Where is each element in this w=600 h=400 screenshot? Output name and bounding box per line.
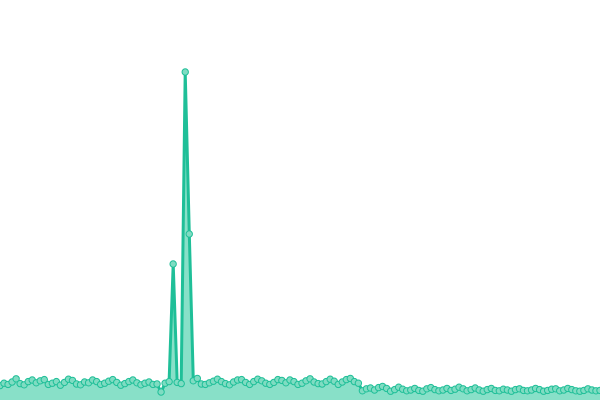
- data-point-47: [185, 230, 193, 238]
- data-point-43: [169, 260, 177, 268]
- data-points: [0, 68, 600, 396]
- data-point-49: [193, 374, 202, 383]
- area-fill: [0, 72, 600, 400]
- data-point-40: [157, 388, 165, 396]
- data-point-89: [354, 379, 363, 387]
- data-point-45: [177, 379, 185, 388]
- data-point-42: [165, 377, 173, 386]
- data-point-11: [40, 375, 48, 384]
- data-point-39: [153, 380, 161, 388]
- data-point-4: [12, 375, 20, 383]
- data-point-46: [181, 68, 189, 76]
- series-line: [0, 70, 600, 394]
